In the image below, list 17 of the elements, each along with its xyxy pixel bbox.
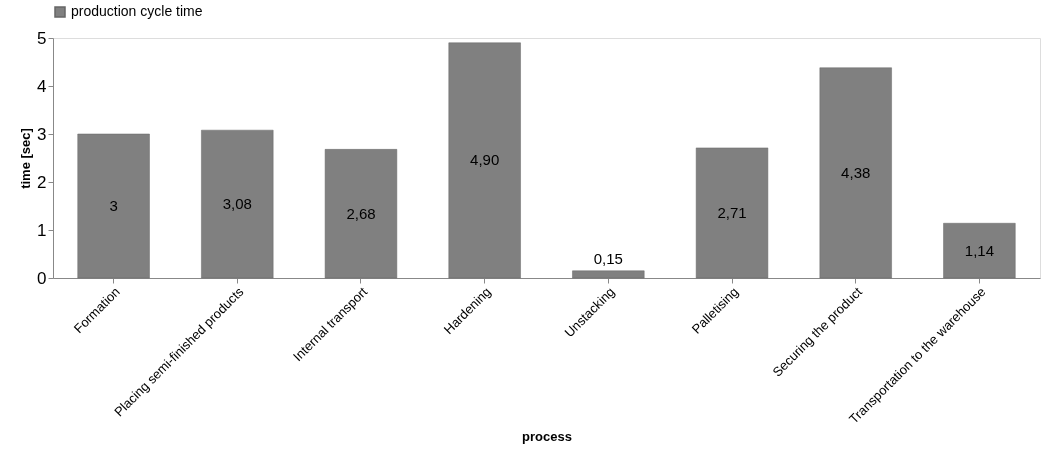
y-tick-label: 0	[37, 268, 47, 288]
y-tick-label: 3	[37, 124, 47, 144]
y-tick-label: 5	[37, 28, 47, 48]
y-axis-title: time [sec]	[18, 128, 34, 189]
data-label: 4,38	[841, 163, 871, 181]
data-label: 3,08	[222, 195, 252, 213]
legend-label: production cycle time	[71, 3, 203, 19]
data-label: 0,15	[593, 249, 623, 267]
y-tick-label: 2	[37, 172, 47, 192]
x-axis-title: process	[522, 428, 572, 444]
data-label: 3	[109, 197, 118, 214]
y-tick-label: 4	[37, 76, 47, 96]
data-label: 2,68	[346, 204, 376, 222]
data-label: 1,14	[964, 241, 994, 259]
y-tick-label: 1	[37, 220, 47, 240]
data-label: 2,71	[717, 203, 747, 221]
data-label: 4,90	[470, 151, 500, 169]
